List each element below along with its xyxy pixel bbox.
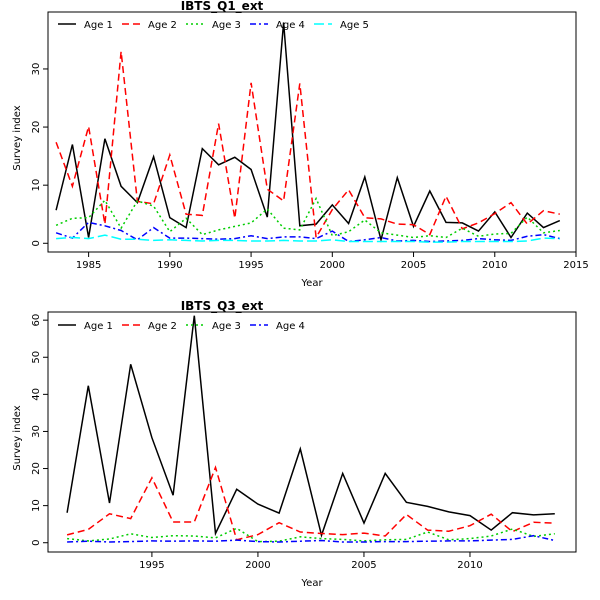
y-tick-label: 30 xyxy=(31,63,42,76)
y-tick-label: 10 xyxy=(31,179,42,192)
y-tick-label: 40 xyxy=(31,388,42,401)
series-line-age-1 xyxy=(55,22,561,243)
series-line-age-5 xyxy=(56,234,560,243)
legend-label-age-2: Age 2 xyxy=(148,20,177,31)
y-axis-title: Survey index xyxy=(12,105,23,170)
y-tick-label: 50 xyxy=(31,351,42,364)
series-line-age-4 xyxy=(55,221,560,243)
series-line-age-1 xyxy=(66,315,555,538)
y-tick-label: 10 xyxy=(31,499,42,512)
legend-label-age-4: Age 4 xyxy=(276,20,305,31)
legend-label-age-2: Age 2 xyxy=(148,321,177,332)
chart-panel-2: IBTS_Q3_ext 1995 2000 2005 2010 0 10 20 30 40 50 60… xyxy=(12,299,577,589)
chart-title: IBTS_Q1_ext xyxy=(181,0,264,14)
chart-title: IBTS_Q3_ext xyxy=(181,299,264,314)
y-tick-label: 60 xyxy=(31,314,42,327)
legend-label-age-4: Age 4 xyxy=(276,321,305,332)
plot-frame xyxy=(47,11,577,253)
y-tick-label: 20 xyxy=(31,121,42,134)
y-tick-label: 0 xyxy=(31,240,42,246)
series-line-age-2 xyxy=(66,465,555,541)
x-tick-label: 2010 xyxy=(482,260,507,271)
x-tick-label: 2000 xyxy=(245,560,270,571)
legend-label-age-3: Age 3 xyxy=(212,20,241,31)
x-tick-label: 1995 xyxy=(238,260,263,271)
series-line-age-2 xyxy=(55,51,560,240)
y-tick-label: 0 xyxy=(31,540,42,546)
x-tick-label: 1995 xyxy=(139,560,164,571)
legend-label-age-5: Age 5 xyxy=(340,20,369,31)
x-tick-label: 2000 xyxy=(320,260,345,271)
y-axis-title: Survey index xyxy=(12,405,23,470)
plot-frame xyxy=(47,311,577,553)
x-tick-label: 2005 xyxy=(351,560,376,571)
legend-label-age-1: Age 1 xyxy=(84,321,113,332)
y-tick-label: 20 xyxy=(31,462,42,475)
series-line-age-3 xyxy=(67,527,555,543)
x-tick-label: 1985 xyxy=(76,260,101,271)
x-tick-label: 2010 xyxy=(457,560,482,571)
x-tick-label: 2015 xyxy=(563,260,588,271)
x-axis-title: Year xyxy=(300,278,323,289)
legend-label-age-3: Age 3 xyxy=(212,321,241,332)
series-line-age-3 xyxy=(55,196,560,239)
x-tick-label: 2005 xyxy=(401,260,426,271)
x-tick-label: 1990 xyxy=(157,260,182,271)
x-axis-title: Year xyxy=(300,578,323,589)
y-tick-label: 30 xyxy=(31,425,42,438)
series-line-age-4 xyxy=(67,534,555,543)
legend-label-age-1: Age 1 xyxy=(84,20,113,31)
